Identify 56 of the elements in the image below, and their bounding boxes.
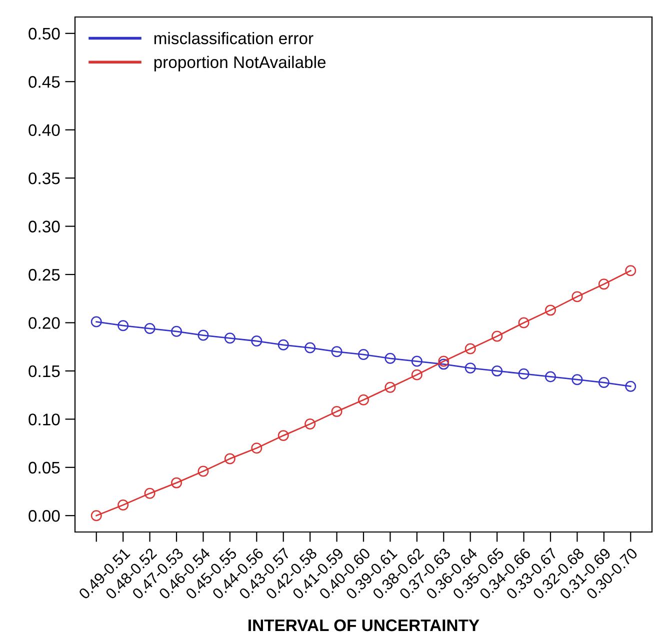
point — [251, 442, 262, 454]
point — [625, 265, 636, 276]
point — [518, 317, 530, 328]
y-tick-label: 0.05 — [28, 462, 60, 474]
point — [438, 358, 450, 370]
y-tick-label: 0.00 — [28, 510, 60, 522]
point — [572, 291, 583, 302]
point — [358, 394, 369, 406]
point — [411, 369, 422, 380]
point — [224, 453, 236, 464]
point — [278, 430, 289, 442]
y-tick-label: 0.15 — [28, 365, 60, 378]
legend-label: misclassification error — [154, 32, 314, 44]
point — [331, 406, 342, 417]
point — [331, 346, 342, 358]
point — [118, 320, 129, 332]
point — [251, 336, 262, 347]
point — [545, 371, 556, 382]
point — [278, 339, 289, 350]
point — [492, 330, 503, 342]
point — [438, 356, 450, 367]
point — [144, 488, 156, 499]
point — [518, 368, 530, 380]
point — [358, 349, 369, 360]
y-tick-label: 0.40 — [28, 124, 60, 136]
y-tick-label: 0.10 — [28, 414, 60, 426]
point — [90, 316, 102, 328]
point — [598, 278, 610, 290]
point — [464, 343, 476, 354]
y-tick-label: 0.35 — [28, 172, 60, 184]
point — [90, 510, 102, 522]
point — [625, 380, 636, 392]
y-tick-label: 0.20 — [28, 317, 60, 329]
point — [304, 342, 316, 354]
point — [464, 362, 476, 374]
point — [572, 374, 583, 386]
point — [198, 330, 209, 341]
point — [171, 326, 182, 337]
point — [224, 332, 236, 344]
y-tick-label: 0.50 — [28, 28, 60, 40]
point — [598, 377, 610, 388]
y-tick-label: 0.25 — [28, 268, 60, 281]
point — [545, 304, 556, 316]
point — [384, 352, 396, 364]
x-axis-title: INTERVAL OF UNCERTAINTY — [248, 619, 480, 632]
point — [411, 356, 422, 367]
point — [171, 477, 182, 488]
point — [492, 365, 503, 376]
point — [304, 418, 316, 430]
point — [144, 323, 156, 334]
point — [118, 500, 129, 510]
y-tick-label: 0.45 — [28, 76, 60, 88]
point — [384, 382, 396, 393]
legend-label: proportion NotAvailable — [154, 56, 326, 72]
point — [198, 466, 209, 477]
y-tick-label: 0.30 — [28, 220, 60, 232]
